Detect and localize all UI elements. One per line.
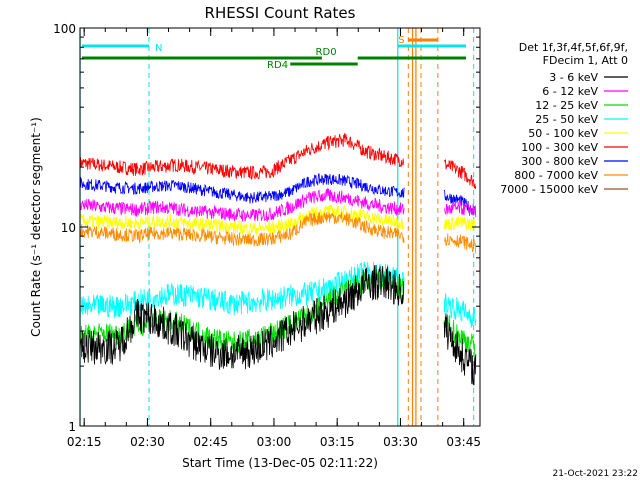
series-line bbox=[443, 293, 477, 328]
x-tick-label: 02:45 bbox=[193, 435, 228, 449]
chart-title: RHESSI Count Rates bbox=[205, 4, 356, 22]
series-line bbox=[443, 200, 477, 218]
saa-label: S bbox=[398, 35, 404, 46]
night-label: N bbox=[155, 43, 162, 54]
rd4-label: RD4 bbox=[267, 60, 288, 71]
series-line bbox=[79, 133, 405, 180]
series-line bbox=[79, 261, 405, 318]
y-tick-label: 100 bbox=[53, 22, 76, 36]
series-line bbox=[79, 264, 405, 370]
timestamp: 21-Oct-2021 23:22 bbox=[553, 469, 638, 479]
y-axis-label: Count Rate (s⁻¹ detector segment⁻¹) bbox=[29, 117, 43, 337]
y-tick-label: 1 bbox=[68, 420, 76, 434]
series-line bbox=[443, 314, 477, 386]
legend-entry-label: 25 - 50 keV bbox=[535, 113, 598, 126]
legend-header: Det 1f,3f,4f,5f,6f,9f, bbox=[519, 41, 628, 54]
x-tick-label: 02:30 bbox=[130, 435, 165, 449]
legend-entry-label: 7000 - 15000 keV bbox=[500, 183, 598, 196]
series-line bbox=[79, 211, 405, 247]
x-axis-label: Start Time (13-Dec-05 02:11:22) bbox=[182, 456, 378, 470]
rd0-label: RD0 bbox=[316, 47, 337, 58]
x-tick-label: 03:30 bbox=[383, 435, 418, 449]
x-tick-label: 03:00 bbox=[257, 435, 292, 449]
legend-entry-label: 3 - 6 keV bbox=[549, 71, 598, 84]
legend-entry-label: 6 - 12 keV bbox=[542, 85, 598, 98]
y-tick-label: 10 bbox=[61, 221, 76, 235]
series-line bbox=[79, 173, 405, 204]
series-line bbox=[443, 159, 477, 190]
legend-entry-label: 12 - 25 keV bbox=[535, 99, 598, 112]
legend-entry-label: 300 - 800 keV bbox=[521, 155, 598, 168]
series-line bbox=[443, 233, 477, 254]
series-line bbox=[443, 312, 477, 358]
series-line bbox=[443, 216, 477, 232]
x-tick-label: 03:15 bbox=[320, 435, 355, 449]
legend-header: FDecim 1, Att 0 bbox=[543, 54, 628, 67]
legend-entry-label: 800 - 7000 keV bbox=[514, 169, 598, 182]
x-tick-label: 02:15 bbox=[67, 435, 102, 449]
series-line bbox=[79, 187, 405, 223]
x-tick-label: 03:45 bbox=[446, 435, 481, 449]
legend-entry-label: 50 - 100 keV bbox=[528, 127, 598, 140]
legend-entry-label: 100 - 300 keV bbox=[521, 141, 598, 154]
